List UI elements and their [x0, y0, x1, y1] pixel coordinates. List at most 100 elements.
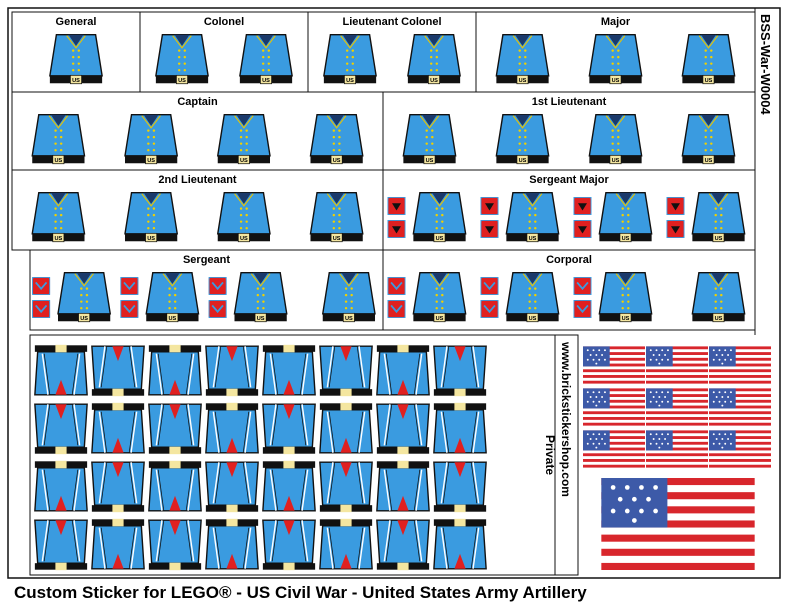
torso [495, 34, 550, 85]
torso [505, 192, 560, 243]
private-torso [433, 461, 487, 513]
torso [691, 192, 746, 243]
sheet-id: BSS-War-W0004 [758, 14, 773, 115]
private-torso [433, 402, 487, 454]
torso [239, 34, 293, 85]
rank-patch [573, 277, 592, 295]
rank-patch [573, 197, 592, 215]
rank-patch [480, 300, 499, 318]
rank-patch [387, 277, 406, 295]
section-label: 2nd Lieutenant [158, 174, 237, 186]
private-torso [376, 344, 430, 396]
flag [583, 430, 645, 468]
private-torso [433, 518, 487, 570]
torso [681, 34, 736, 85]
torso [588, 114, 643, 165]
rank-patch [387, 197, 406, 215]
rank-patch [666, 220, 685, 238]
torso [495, 114, 550, 165]
section-label: Colonel [204, 16, 244, 28]
private-torso [148, 403, 202, 455]
rank-patch [120, 300, 139, 318]
private-torso [319, 461, 373, 513]
private-torso [262, 460, 316, 512]
private-torso [319, 345, 373, 397]
torso [402, 114, 457, 165]
private-torso [319, 518, 373, 570]
private-torso [34, 460, 88, 512]
private-strip [554, 334, 579, 576]
torso [124, 192, 178, 243]
section [382, 249, 756, 331]
flag [709, 388, 771, 426]
torso [31, 192, 86, 243]
rank-patch [666, 197, 685, 215]
flag [709, 430, 771, 468]
private-torso [319, 402, 373, 454]
torso [31, 114, 86, 165]
rank-patch [480, 277, 499, 295]
private-torso [91, 345, 145, 397]
private-torso [376, 403, 430, 455]
torso [124, 114, 178, 165]
rank-patch [32, 277, 51, 295]
flag [709, 346, 771, 384]
private-torso [148, 460, 202, 512]
flag [646, 388, 708, 426]
section-label: General [56, 16, 97, 28]
section-label: Sergeant Major [529, 174, 609, 186]
rank-patch [120, 277, 139, 295]
private-torso [205, 518, 259, 570]
private-torso [34, 344, 88, 396]
torso [322, 272, 376, 323]
private-torso [262, 344, 316, 396]
website: www.brickstickershop.com [559, 341, 573, 497]
private-torso [262, 403, 316, 455]
torso [49, 34, 103, 85]
torso [681, 114, 736, 165]
section-label: 1st Lieutenant [532, 96, 607, 108]
private-torso [91, 518, 145, 570]
flag [601, 478, 755, 570]
flag [583, 388, 645, 426]
private-torso [34, 519, 88, 571]
torso [407, 34, 461, 85]
rank-patch [32, 300, 51, 318]
torso [598, 192, 653, 243]
rank-patch [208, 277, 227, 295]
private-label: Private [543, 435, 557, 475]
private-torso [91, 402, 145, 454]
torso [217, 192, 271, 243]
private-torso [205, 345, 259, 397]
torso [505, 272, 560, 323]
section-label: Lieutenant Colonel [343, 16, 442, 28]
rank-patch [208, 300, 227, 318]
rank-patch [573, 220, 592, 238]
torso [57, 272, 111, 323]
torso [323, 34, 377, 85]
torso [412, 192, 467, 243]
private-torso [91, 461, 145, 513]
private-torso [205, 402, 259, 454]
rank-patch [480, 197, 499, 215]
torso [412, 272, 467, 323]
torso [217, 114, 271, 165]
torso [309, 192, 364, 243]
rank-patch [480, 220, 499, 238]
footer: Custom Sticker for LEGO® - US Civil War … [14, 583, 587, 602]
rank-patch [387, 220, 406, 238]
flag [583, 346, 645, 384]
section-label: Sergeant [183, 254, 230, 266]
private-torso [433, 345, 487, 397]
flag [646, 430, 708, 468]
rank-patch [573, 300, 592, 318]
torso [155, 34, 209, 85]
torso [233, 272, 288, 323]
rank-patch [387, 300, 406, 318]
section-label: Captain [177, 96, 218, 108]
torso [145, 272, 200, 323]
section-label: Corporal [546, 254, 592, 266]
torso [598, 272, 653, 323]
torso [588, 34, 643, 85]
